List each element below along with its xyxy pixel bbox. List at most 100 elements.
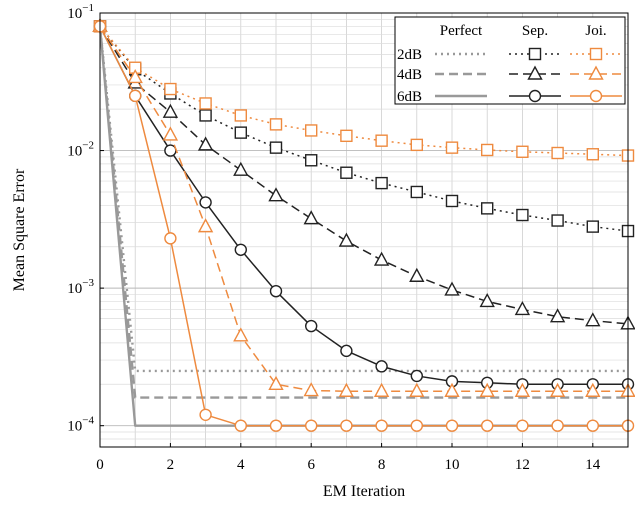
legend-marker-sep-4db — [527, 65, 543, 80]
series-perfect-2db — [98, 26, 628, 373]
point-sep-2db — [481, 202, 494, 215]
legend-header-joint: Joi. — [585, 23, 606, 39]
x-tick-label: 8 — [378, 457, 386, 473]
point-joi-6db — [128, 89, 142, 103]
point-joi-2db — [199, 97, 212, 110]
point-sep-4db — [197, 136, 214, 151]
point-sep-2db — [551, 214, 564, 227]
point-joi-4db — [409, 382, 425, 397]
x-tick-label: 12 — [515, 457, 530, 473]
series-line-perfect-4db — [98, 26, 628, 399]
legend: Perfect Sep. Joi. 2dB 4dB 6dB — [394, 16, 626, 105]
x-tick-label: 6 — [307, 457, 315, 473]
point-joi-6db — [410, 419, 423, 432]
series-line-joi-4db — [99, 25, 628, 392]
point-sep-6db — [199, 196, 212, 209]
legend-marker-joi-6db — [589, 89, 603, 103]
legend-row-4db: 4dB — [397, 67, 422, 83]
point-joi-2db — [375, 134, 388, 147]
point-sep-2db — [410, 185, 423, 199]
point-sep-2db — [375, 176, 388, 190]
point-joi-4db — [514, 382, 531, 397]
point-joi-4db — [444, 382, 460, 397]
legend-marker-sep-6db — [528, 89, 542, 103]
point-joi-6db — [234, 419, 248, 432]
point-sep-2db — [269, 141, 283, 154]
series-line-perfect-2db — [98, 26, 628, 373]
point-sep-4db — [479, 292, 495, 308]
point-sep-2db — [340, 166, 353, 179]
x-axis-label: EM Iteration — [323, 483, 405, 500]
point-sep-4db — [338, 232, 355, 247]
point-sep-4db — [303, 210, 319, 225]
point-joi-4db — [197, 218, 214, 233]
legend-marker-joi-4db — [588, 65, 604, 80]
point-joi-4db — [268, 375, 284, 390]
y-tick-label: 10−3 — [67, 277, 94, 297]
point-sep-2db — [445, 194, 459, 208]
point-joi-4db — [162, 126, 179, 141]
point-sep-4db — [444, 281, 460, 296]
series-line-sep-4db — [99, 25, 629, 325]
x-tick-label: 14 — [585, 457, 601, 473]
point-sep-4db — [409, 267, 425, 282]
point-sep-4db — [514, 300, 531, 316]
point-joi-2db — [445, 141, 459, 154]
legend-samples — [435, 47, 622, 103]
point-joi-2db — [305, 124, 318, 137]
point-joi-6db — [516, 419, 529, 432]
point-joi-6db — [445, 419, 459, 432]
series-line-joi-2db — [99, 25, 629, 157]
point-sep-4db — [549, 308, 566, 323]
point-joi-4db — [127, 68, 143, 84]
point-sep-6db — [410, 369, 423, 383]
point-joi-2db — [269, 118, 283, 131]
point-joi-2db — [340, 129, 353, 143]
legend-row-2db: 2dB — [397, 47, 422, 63]
plot-frame — [99, 12, 629, 448]
legend-box — [394, 16, 626, 105]
point-joi-4db — [373, 382, 390, 397]
series-layer — [92, 17, 635, 432]
y-tick-label: 10−1 — [67, 2, 94, 22]
point-sep-2db — [199, 109, 212, 122]
point-sep-2db — [586, 220, 599, 233]
point-joi-6db — [481, 419, 494, 432]
series-line-joi-6db — [99, 25, 628, 427]
x-tick-label: 10 — [445, 457, 460, 473]
point-sep-4db — [373, 251, 390, 266]
legend-header-perfect: Perfect — [440, 23, 483, 39]
series-joi-2db — [93, 20, 635, 162]
point-joi-4db — [549, 382, 566, 397]
point-joi-2db — [586, 148, 599, 161]
point-joi-4db — [585, 382, 601, 397]
point-joi-2db — [410, 138, 423, 152]
point-joi-2db — [481, 143, 494, 157]
point-joi-4db — [338, 382, 355, 397]
point-joi-2db — [551, 146, 564, 160]
point-joi-6db — [199, 408, 212, 421]
y-tick-label: 10−2 — [67, 140, 94, 160]
point-sep-2db — [516, 208, 529, 222]
point-sep-6db — [375, 360, 388, 373]
point-joi-2db — [164, 82, 177, 96]
x-tick-label: 2 — [167, 457, 175, 473]
point-joi-4db — [479, 382, 495, 397]
point-joi-2db — [516, 145, 529, 158]
point-joi-4db — [303, 382, 319, 397]
point-joi-4db — [233, 327, 249, 342]
point-sep-2db — [234, 126, 248, 139]
series-line-sep-6db — [99, 25, 628, 386]
series-joi-4db — [92, 17, 635, 397]
y-tick-label: 10−4 — [67, 415, 94, 435]
point-joi-6db — [305, 419, 318, 432]
point-sep-2db — [305, 154, 318, 167]
series-sep-6db — [93, 20, 635, 391]
point-joi-6db — [269, 419, 283, 432]
legend-marker-sep-2db — [528, 47, 542, 61]
point-sep-4db — [162, 103, 179, 118]
point-sep-4db — [268, 187, 284, 202]
point-sep-6db — [305, 319, 318, 333]
x-tick-label: 4 — [237, 457, 245, 473]
